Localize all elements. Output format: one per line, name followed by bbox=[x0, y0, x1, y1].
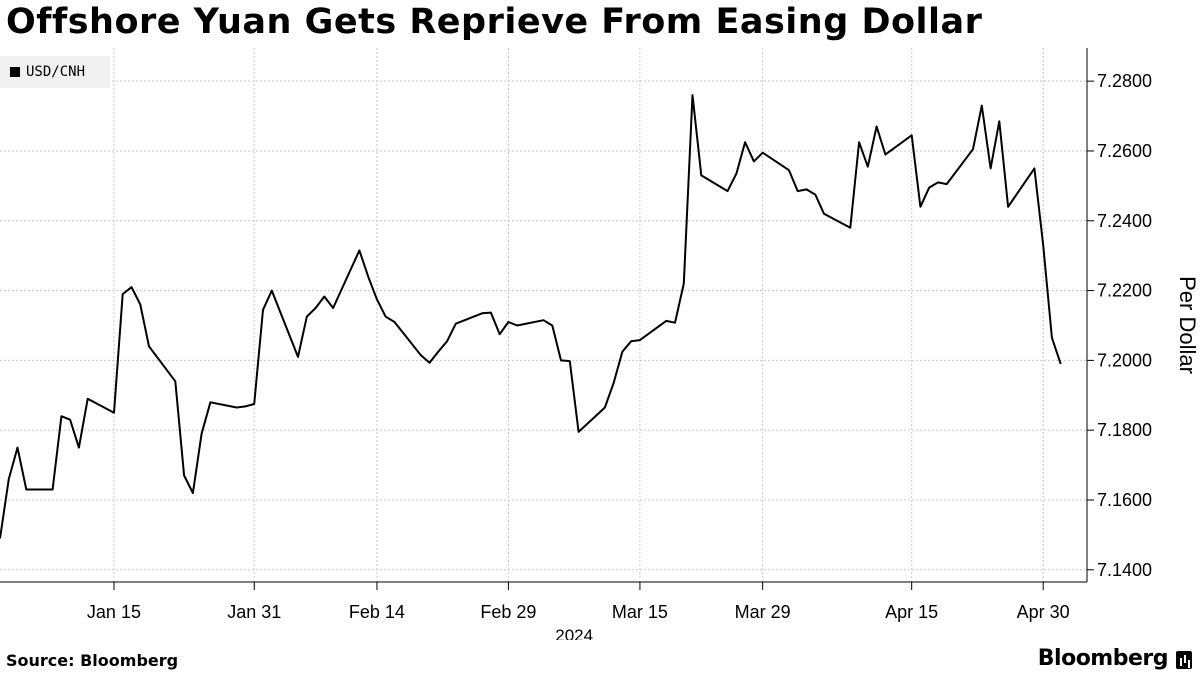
brand-logo: Bloomberg bbox=[1037, 646, 1169, 671]
y-tick-label: 7.2600 bbox=[1097, 141, 1152, 161]
x-tick-label: Feb 29 bbox=[480, 602, 536, 622]
series-line bbox=[0, 94, 1062, 539]
y-axis-label: Per Dollar bbox=[1175, 276, 1200, 374]
legend-label: USD/CNH bbox=[26, 64, 86, 80]
x-tick-label: Apr 15 bbox=[885, 602, 938, 622]
y-tick-label: 7.2400 bbox=[1097, 211, 1152, 231]
x-axis-ticks: Jan 15 Jan 31 Feb 14 Feb 29 Mar 15 Mar 29 Apr … bbox=[87, 582, 1070, 622]
series-layer bbox=[0, 94, 1062, 539]
source-note: Source: Bloomberg bbox=[6, 651, 179, 670]
y-tick-label: 7.1800 bbox=[1097, 420, 1152, 440]
grid-lines bbox=[0, 48, 1087, 582]
x-tick-label: Jan 31 bbox=[227, 602, 281, 622]
y-tick-label: 7.2800 bbox=[1097, 71, 1152, 91]
x-tick-label: Apr 30 bbox=[1017, 602, 1070, 622]
y-tick-label: 7.1400 bbox=[1097, 560, 1152, 580]
x-tick-label: Mar 29 bbox=[735, 602, 791, 622]
legend-swatch bbox=[10, 67, 20, 77]
x-tick-label: Jan 15 bbox=[87, 602, 141, 622]
y-axis-ticks: 7.1400 7.1600 7.1800 7.2000 7.2200 7.2400 7.26… bbox=[1087, 71, 1152, 580]
x-tick-label: Feb 14 bbox=[349, 602, 405, 622]
y-tick-label: 7.1600 bbox=[1097, 490, 1152, 510]
axis-lines bbox=[0, 48, 1088, 583]
y-tick-label: 7.2200 bbox=[1097, 281, 1152, 301]
chart-title: Offshore Yuan Gets Reprieve From Easing … bbox=[6, 2, 983, 42]
bloomberg-chart-icon bbox=[1176, 651, 1192, 669]
legend: USD/CNH bbox=[0, 56, 110, 88]
y-tick-label: 7.2000 bbox=[1097, 350, 1152, 370]
line-chart: 7.1400 7.1600 7.1800 7.2000 7.2200 7.2400 7.26… bbox=[0, 48, 1200, 640]
x-tick-label: Mar 15 bbox=[612, 602, 668, 622]
x-axis-year-label: 2024 bbox=[555, 626, 593, 640]
